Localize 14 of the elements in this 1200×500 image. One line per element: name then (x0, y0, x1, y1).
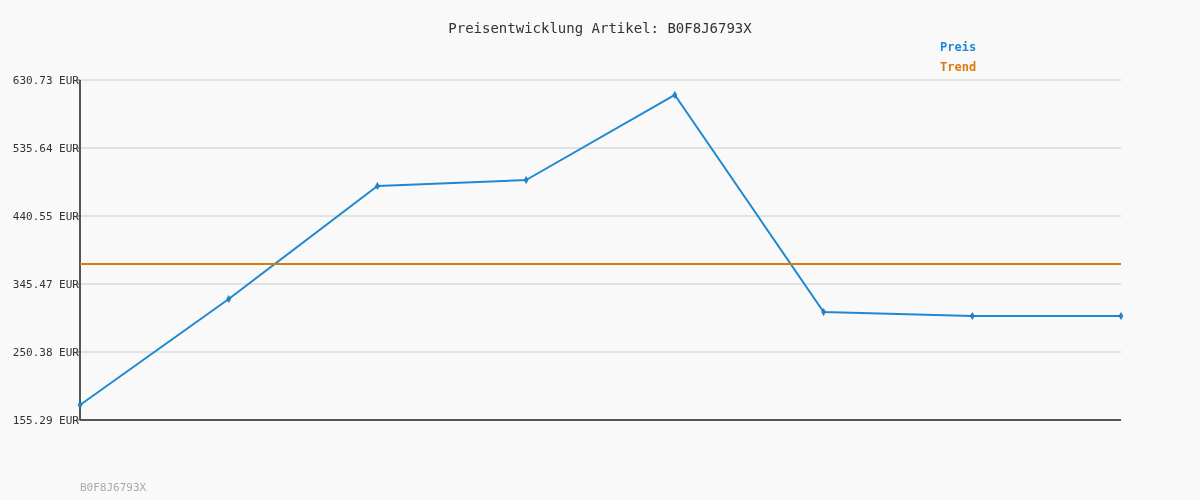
y-tick-label: 535.64 EUR (12, 142, 80, 155)
y-tick-label: 155.29 EUR (12, 414, 80, 427)
point (77, 401, 83, 409)
text: Preis (940, 40, 977, 54)
point (523, 176, 529, 184)
y-tick-label: 440.55 EUR (12, 210, 80, 223)
text: Trend (940, 60, 977, 74)
text: B0F8J6793X (80, 481, 147, 494)
chart-title: Preisentwicklung Artikel: B0F8J6793X (448, 20, 753, 36)
y-tick-label: 630.73 EUR (12, 74, 80, 87)
point (1118, 312, 1124, 320)
y-tick-label: 250.38 EUR (12, 346, 80, 359)
y-tick-label: 345.47 EUR (12, 278, 80, 291)
point (672, 91, 678, 99)
